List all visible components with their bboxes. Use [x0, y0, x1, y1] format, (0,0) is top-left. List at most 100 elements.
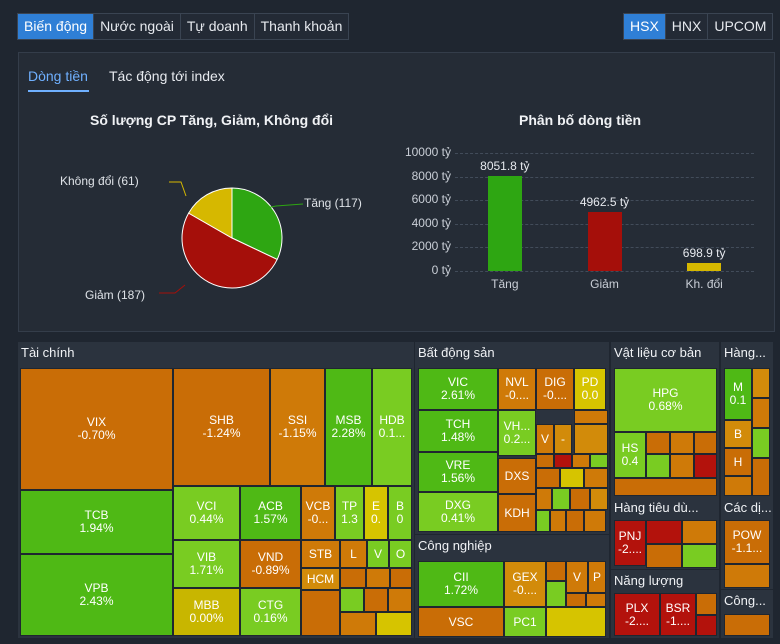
stock-cell-vci[interactable]: VCI 0.44%: [173, 486, 240, 540]
bar-1[interactable]: [587, 212, 622, 271]
stock-cell-l[interactable]: L: [340, 540, 367, 568]
stock-cell-small[interactable]: [646, 432, 670, 454]
stock-cell-small[interactable]: [536, 454, 554, 468]
stock-cell-small[interactable]: [682, 544, 717, 568]
stock-cell-small[interactable]: [536, 510, 550, 532]
stock-cell-v2[interactable]: V: [536, 424, 554, 454]
stock-cell-small[interactable]: [646, 454, 670, 478]
stock-cell-small[interactable]: [646, 520, 682, 544]
stock-cell-shb[interactable]: SHB -1.24%: [173, 368, 270, 486]
stock-cell-pow[interactable]: POW -1.1...: [724, 520, 770, 564]
stock-cell-ctg[interactable]: CTG 0.16%: [240, 588, 301, 636]
stock-cell-small[interactable]: [696, 593, 717, 615]
bar-0[interactable]: [487, 175, 522, 271]
stock-cell-small[interactable]: [364, 588, 388, 612]
stock-cell-small[interactable]: [670, 432, 694, 454]
stock-cell-small[interactable]: [566, 593, 586, 607]
stock-cell-tp[interactable]: TP 1.3: [335, 486, 364, 540]
stock-cell-small[interactable]: [724, 564, 770, 588]
tab-bien-dong[interactable]: Biến động: [18, 14, 95, 39]
stock-cell-small[interactable]: [584, 510, 606, 532]
stock-cell-stb[interactable]: STB: [301, 540, 340, 568]
stock-cell-hcm[interactable]: HCM: [301, 568, 340, 590]
stock-cell-m[interactable]: M 0.1: [724, 368, 752, 420]
stock-cell-small[interactable]: [590, 454, 608, 468]
stock-cell-small[interactable]: [590, 488, 608, 510]
stock-cell-small[interactable]: [646, 544, 682, 568]
stock-cell-small[interactable]: [340, 588, 364, 612]
stock-cell-small[interactable]: [614, 478, 717, 496]
stock-cell-vcb[interactable]: VCB -0...: [301, 486, 335, 540]
stock-cell-acb[interactable]: ACB 1.57%: [240, 486, 301, 540]
stock-cell-vre[interactable]: VRE 1.56%: [418, 452, 498, 492]
stock-cell-small[interactable]: [554, 454, 572, 468]
stock-cell-mbb[interactable]: MBB 0.00%: [173, 588, 240, 636]
stock-cell-ssi[interactable]: SSI -1.15%: [270, 368, 325, 486]
stock-cell-small[interactable]: [570, 488, 590, 510]
stock-cell-pd[interactable]: PD 0.0: [574, 368, 606, 410]
stock-cell-small[interactable]: [682, 520, 717, 544]
stock-cell-small[interactable]: [388, 588, 412, 612]
stock-cell-small[interactable]: [574, 424, 608, 454]
stock-cell-small[interactable]: [340, 612, 376, 636]
stock-cell-small[interactable]: [752, 458, 770, 496]
stock-cell-small[interactable]: [694, 454, 717, 478]
tab-tac-dong-index[interactable]: Tác động tới index: [109, 68, 225, 84]
stock-cell-nvl[interactable]: NVL -0....: [498, 368, 536, 410]
stock-cell-small[interactable]: [550, 510, 566, 532]
bar-2[interactable]: [687, 262, 722, 271]
stock-cell-small[interactable]: [340, 568, 366, 588]
stock-cell-small[interactable]: [552, 488, 570, 510]
tab-hnx[interactable]: HNX: [665, 14, 709, 39]
stock-cell-vpb[interactable]: VPB 2.43%: [20, 554, 173, 636]
stock-cell-msb[interactable]: MSB 2.28%: [325, 368, 372, 486]
stock-cell-hpg[interactable]: HPG 0.68%: [614, 368, 717, 432]
pie-slice-flat[interactable]: [187, 187, 233, 239]
stock-cell-kdh[interactable]: KDH: [498, 494, 536, 532]
stock-cell-small[interactable]: [566, 510, 584, 532]
stock-cell-small[interactable]: [586, 593, 606, 607]
stock-cell-small[interactable]: [670, 454, 694, 478]
stock-cell-small[interactable]: [560, 468, 584, 488]
pie-slice-up[interactable]: [231, 187, 283, 261]
tab-dong-tien[interactable]: Dòng tiền: [28, 68, 88, 84]
stock-cell-cii[interactable]: CII 1.72%: [418, 561, 504, 607]
stock-cell-small[interactable]: [724, 476, 752, 496]
stock-cell-vib[interactable]: VIB 1.71%: [173, 540, 240, 588]
stock-cell-small[interactable]: [366, 568, 390, 588]
stock-cell-vh[interactable]: VH... 0.2...: [498, 410, 536, 456]
stock-cell-dig[interactable]: DIG -0....: [536, 368, 574, 410]
stock-cell-hs[interactable]: HS 0.4: [614, 432, 646, 478]
stock-cell-small[interactable]: [546, 581, 566, 607]
stock-cell-e[interactable]: E 0.: [364, 486, 388, 540]
stock-cell-hdb[interactable]: HDB 0.1...: [372, 368, 412, 486]
stock-cell-small[interactable]: [536, 488, 552, 510]
stock-cell-bsr[interactable]: BSR -1....: [660, 593, 696, 636]
stock-cell-plx[interactable]: PLX -2....: [614, 593, 660, 636]
stock-cell-small[interactable]: [696, 615, 717, 636]
stock-cell-pc1[interactable]: PC1: [504, 607, 546, 637]
stock-cell-small[interactable]: [376, 612, 412, 636]
tab-upcom[interactable]: UPCOM: [708, 14, 773, 39]
tab-tu-doanh[interactable]: Tự doanh: [180, 14, 255, 39]
stock-cell-p[interactable]: P: [588, 561, 606, 593]
stock-cell-small[interactable]: [572, 454, 590, 468]
stock-cell-gex[interactable]: GEX -0....: [504, 561, 546, 607]
stock-cell-tch[interactable]: TCH 1.48%: [418, 410, 498, 452]
stock-cell-h[interactable]: H: [724, 448, 752, 476]
stock-cell-small[interactable]: [752, 368, 770, 398]
tab-hsx[interactable]: HSX: [624, 14, 666, 39]
tab-nuoc-ngoai[interactable]: Nước ngoài: [94, 14, 181, 39]
stock-cell-small[interactable]: [724, 614, 770, 636]
stock-cell-vix[interactable]: VIX -0.70%: [20, 368, 173, 490]
stock-cell-small[interactable]: [546, 561, 566, 581]
stock-cell-small[interactable]: [584, 468, 608, 488]
stock-cell-o[interactable]: O: [389, 540, 412, 568]
stock-cell-small[interactable]: [752, 398, 770, 428]
stock-cell-dxs[interactable]: DXS: [498, 458, 536, 494]
stock-cell-vic[interactable]: VIC 2.61%: [418, 368, 498, 410]
stock-cell-small[interactable]: [546, 607, 606, 637]
stock-cell-small[interactable]: [752, 428, 770, 458]
stock-cell-pnj[interactable]: PNJ -2....: [614, 520, 646, 566]
stock-cell-small[interactable]: [301, 590, 340, 636]
